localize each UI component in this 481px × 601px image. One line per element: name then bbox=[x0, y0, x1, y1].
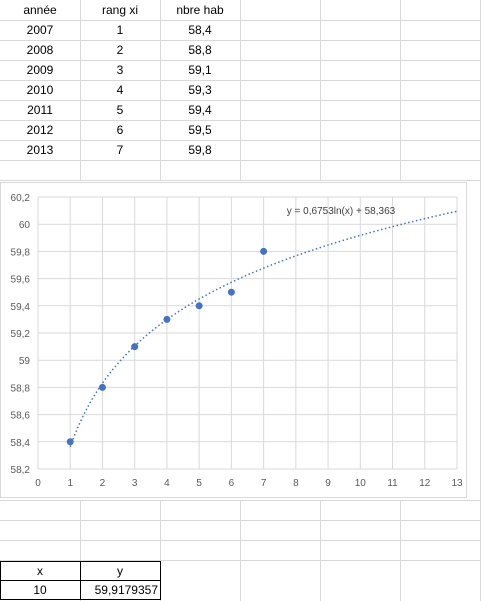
gridline-h bbox=[0, 80, 481, 81]
x-tick-label: 5 bbox=[196, 478, 202, 489]
result-x-label[interactable]: x bbox=[37, 564, 43, 578]
cell-annee[interactable]: 2012 bbox=[26, 123, 54, 137]
x-tick-label: 9 bbox=[325, 478, 331, 489]
x-tick-label: 2 bbox=[100, 478, 106, 489]
cell-rang[interactable]: 2 bbox=[116, 43, 124, 57]
y-tick-label: 59,4 bbox=[11, 302, 31, 313]
border bbox=[80, 561, 81, 600]
gridline-h bbox=[0, 100, 481, 101]
data-point bbox=[260, 247, 268, 255]
cell-annee[interactable]: 2013 bbox=[26, 143, 54, 157]
y-tick-label: 58,6 bbox=[11, 411, 31, 422]
data-point bbox=[195, 302, 203, 310]
trendline-equation: y = 0,6753ln(x) + 58,363 bbox=[287, 206, 396, 217]
y-tick-label: 58,8 bbox=[11, 383, 31, 394]
gridline-v bbox=[320, 500, 321, 601]
x-tick-label: 12 bbox=[419, 478, 431, 489]
cell-nbre-hab[interactable]: 59,4 bbox=[188, 103, 212, 117]
x-tick-label: 3 bbox=[132, 478, 138, 489]
cell-annee[interactable]: 2007 bbox=[26, 23, 54, 37]
border bbox=[160, 561, 161, 600]
cell-rang[interactable]: 7 bbox=[116, 143, 124, 157]
gridline-h bbox=[0, 40, 481, 41]
cell-annee[interactable]: 2010 bbox=[26, 83, 54, 97]
x-tick-label: 6 bbox=[229, 478, 235, 489]
cell-nbre-hab[interactable]: 59,1 bbox=[188, 63, 212, 77]
gridline-h bbox=[0, 140, 481, 141]
result-y-label[interactable]: y bbox=[117, 564, 123, 578]
gridline-v bbox=[80, 0, 81, 181]
x-tick-label: 11 bbox=[387, 478, 398, 489]
gridline-h bbox=[0, 180, 481, 181]
gridline-v bbox=[160, 500, 161, 601]
gridline-h bbox=[0, 60, 481, 61]
data-point bbox=[227, 288, 235, 296]
data-point bbox=[98, 383, 106, 391]
cell-rang[interactable]: 6 bbox=[116, 123, 124, 137]
cell-rang[interactable]: 4 bbox=[116, 83, 124, 97]
y-tick-label: 60 bbox=[19, 220, 31, 231]
gridline-h bbox=[0, 120, 481, 121]
result-x-value[interactable]: 10 bbox=[33, 583, 47, 597]
x-tick-label: 7 bbox=[261, 478, 267, 489]
x-tick-label: 10 bbox=[355, 478, 367, 489]
gridline-v bbox=[400, 500, 401, 601]
y-tick-label: 58,4 bbox=[11, 438, 31, 449]
y-tick-label: 58,2 bbox=[11, 465, 31, 476]
y-tick-label: 60,2 bbox=[11, 193, 31, 204]
result-y-value[interactable]: 59,9179357 bbox=[94, 583, 158, 597]
header-annee[interactable]: année bbox=[23, 3, 57, 17]
cell-annee[interactable]: 2008 bbox=[26, 43, 54, 57]
gridline-v bbox=[160, 0, 161, 181]
y-tick-label: 59,6 bbox=[11, 275, 31, 286]
cell-rang[interactable]: 5 bbox=[116, 103, 124, 117]
gridline-v bbox=[80, 500, 81, 601]
y-tick-label: 59 bbox=[19, 356, 31, 367]
cell-rang[interactable]: 3 bbox=[116, 63, 124, 77]
cell-annee[interactable]: 2009 bbox=[26, 63, 54, 77]
gridline-v bbox=[240, 500, 241, 601]
x-tick-label: 0 bbox=[35, 478, 41, 489]
data-point bbox=[131, 343, 139, 351]
scatter-chart[interactable]: 58,2 58,4 58,6 58,8 59 59,2 59,4 59,6 59,8 60 60,2… bbox=[0, 182, 467, 498]
data-point bbox=[163, 315, 171, 323]
cell-nbre-hab[interactable]: 59,5 bbox=[188, 123, 212, 137]
cell-annee[interactable]: 2011 bbox=[27, 103, 53, 117]
cell-rang[interactable]: 1 bbox=[116, 23, 124, 37]
y-tick-label: 59,8 bbox=[11, 247, 31, 258]
data-point bbox=[66, 438, 74, 446]
gridline-v bbox=[320, 0, 321, 181]
x-tick-label: 8 bbox=[293, 478, 299, 489]
border bbox=[0, 561, 1, 600]
x-tick-label: 1 bbox=[67, 478, 73, 489]
gridline-h bbox=[0, 20, 481, 21]
chart-plot: 58,258,458,658,85959,259,459,659,86060,2… bbox=[11, 193, 463, 489]
header-nbre-hab[interactable]: nbre hab bbox=[176, 3, 224, 17]
cell-nbre-hab[interactable]: 58,4 bbox=[188, 23, 212, 37]
x-tick-label: 4 bbox=[164, 478, 170, 489]
cell-nbre-hab[interactable]: 58,8 bbox=[188, 43, 212, 57]
cell-nbre-hab[interactable]: 59,8 bbox=[188, 143, 212, 157]
header-rang[interactable]: rang xi bbox=[101, 3, 139, 17]
gridline-v bbox=[400, 0, 401, 181]
cell-nbre-hab[interactable]: 59,3 bbox=[188, 83, 212, 97]
y-tick-label: 59,2 bbox=[11, 329, 31, 340]
gridline-v bbox=[240, 0, 241, 181]
x-tick-label: 13 bbox=[451, 478, 463, 489]
gridline-h bbox=[0, 160, 481, 161]
